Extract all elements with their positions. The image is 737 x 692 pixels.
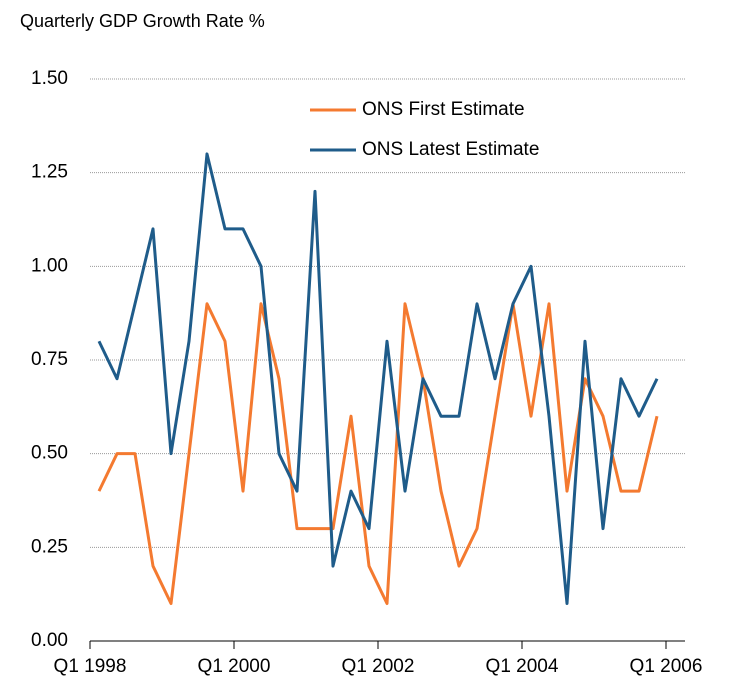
x-tick-label: Q1 2006	[630, 656, 703, 677]
x-tick-label: Q1 2002	[342, 656, 415, 677]
y-tick-label: 1.00	[31, 255, 68, 276]
x-tick-label: Q1 2000	[198, 656, 271, 677]
y-tick-label: 1.25	[31, 162, 68, 183]
x-tick-label: Q1 1998	[54, 656, 127, 677]
y-tick-label: 0.75	[31, 349, 68, 370]
y-tick-label: 0.50	[31, 443, 68, 464]
chart-title: Quarterly GDP Growth Rate %	[20, 11, 265, 31]
y-tick-label: 0.00	[31, 630, 68, 651]
series-line	[97, 152, 659, 606]
y-tick-label: 0.25	[31, 536, 68, 557]
y-tick-label: 1.50	[31, 68, 68, 89]
legend-label: ONS First Estimate	[362, 99, 525, 120]
legend-label: ONS Latest Estimate	[362, 139, 539, 160]
series-line	[97, 302, 659, 606]
x-tick-label: Q1 2004	[486, 656, 559, 677]
